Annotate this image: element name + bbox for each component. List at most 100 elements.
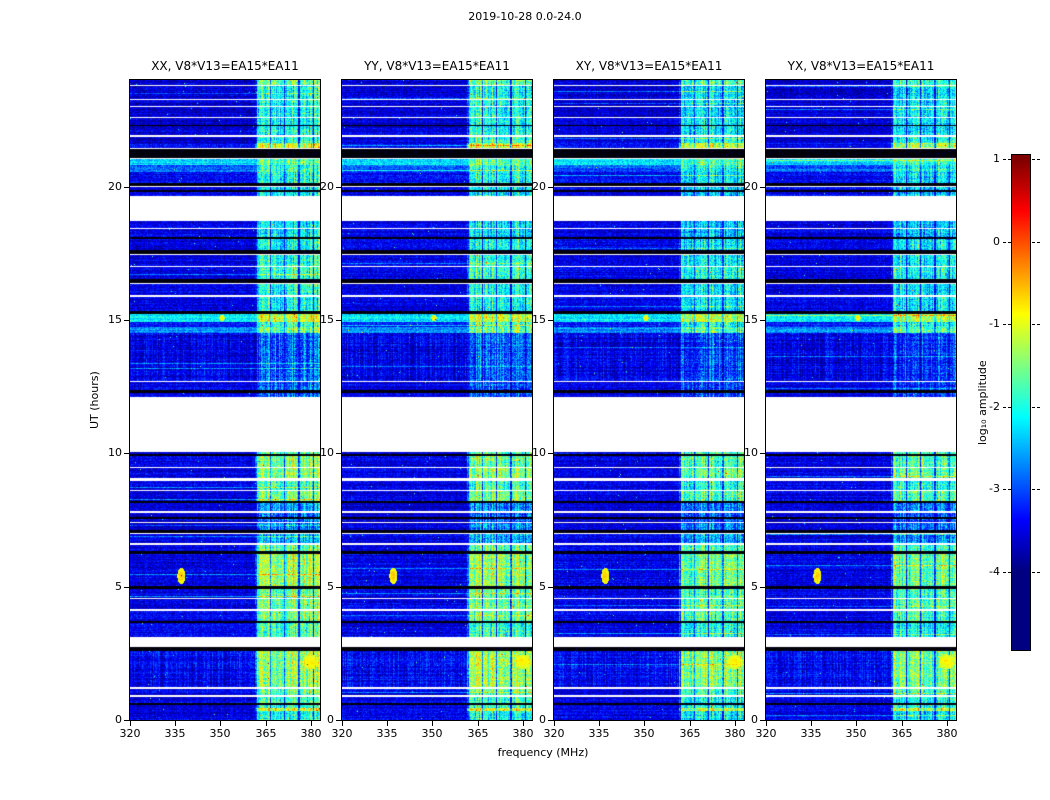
- y-tick: [336, 587, 341, 588]
- y-tick: [548, 187, 553, 188]
- y-tick: [548, 453, 553, 454]
- y-tick-label: 0: [539, 713, 546, 726]
- y-tick-label: 20: [744, 180, 758, 193]
- x-tick: [811, 721, 812, 726]
- colorbar: [1011, 154, 1031, 651]
- spectrogram-canvas: [766, 80, 956, 720]
- x-tick: [902, 721, 903, 726]
- y-tick: [124, 187, 129, 188]
- colorbar-tick: [1003, 242, 1011, 243]
- x-tick: [735, 721, 736, 726]
- x-tick-label: 350: [633, 727, 655, 740]
- y-tick-label: 15: [744, 313, 758, 326]
- colorbar-tick: [1032, 324, 1040, 325]
- colorbar-label-text: log₁₀ amplitude: [976, 360, 989, 445]
- x-tick-label: 335: [800, 727, 822, 740]
- y-tick-label: 10: [320, 446, 334, 459]
- y-tick-label: 0: [115, 713, 122, 726]
- panel-title: XY, V8*V13=EA15*EA11: [575, 59, 723, 73]
- x-tick-label: 380: [936, 727, 958, 740]
- colorbar-tick-label: 0: [993, 235, 1000, 248]
- x-tick-label: 380: [300, 727, 322, 740]
- colorbar-tick: [1003, 489, 1011, 490]
- x-tick-label: 380: [724, 727, 746, 740]
- colorbar-tick: [1003, 324, 1011, 325]
- y-tick: [548, 320, 553, 321]
- x-tick: [478, 721, 479, 726]
- colorbar-tick: [1032, 159, 1040, 160]
- colorbar-tick: [1032, 489, 1040, 490]
- x-tick-label: 320: [331, 727, 353, 740]
- y-tick-label: 10: [744, 446, 758, 459]
- panel-title: XX, V8*V13=EA15*EA11: [151, 59, 299, 73]
- x-tick: [220, 721, 221, 726]
- x-tick: [554, 721, 555, 726]
- spectrogram-panel: [765, 79, 957, 721]
- colorbar-tick: [1032, 572, 1040, 573]
- y-tick: [124, 587, 129, 588]
- y-tick: [336, 720, 341, 721]
- x-tick: [599, 721, 600, 726]
- colorbar-tick-label: 1: [993, 152, 1000, 165]
- x-tick-label: 320: [755, 727, 777, 740]
- y-axis-label: UT (hours): [88, 320, 103, 480]
- x-axis-label: frequency (MHz): [497, 746, 589, 759]
- colorbar-tick-label: -4: [989, 565, 1000, 578]
- colorbar-gradient: [1012, 155, 1030, 650]
- x-tick: [387, 721, 388, 726]
- y-tick: [760, 320, 765, 321]
- y-tick: [760, 587, 765, 588]
- y-tick: [760, 187, 765, 188]
- x-tick: [311, 721, 312, 726]
- y-tick-label: 15: [532, 313, 546, 326]
- x-tick-label: 380: [512, 727, 534, 740]
- y-tick-label: 5: [115, 580, 122, 593]
- spectrogram-panel: [129, 79, 321, 721]
- x-tick-label: 320: [119, 727, 141, 740]
- x-tick-label: 365: [255, 727, 277, 740]
- x-tick-label: 365: [679, 727, 701, 740]
- y-tick-label: 15: [320, 313, 334, 326]
- y-axis-label-text: UT (hours): [88, 371, 101, 429]
- colorbar-tick-label: -1: [989, 317, 1000, 330]
- y-tick-label: 5: [327, 580, 334, 593]
- spectrogram-panel: [553, 79, 745, 721]
- x-tick: [342, 721, 343, 726]
- y-tick-label: 0: [327, 713, 334, 726]
- y-tick-label: 5: [751, 580, 758, 593]
- colorbar-tick-label: -2: [989, 400, 1000, 413]
- y-tick-label: 5: [539, 580, 546, 593]
- y-tick: [548, 587, 553, 588]
- y-tick-label: 20: [320, 180, 334, 193]
- x-tick: [947, 721, 948, 726]
- spectrogram-canvas: [130, 80, 320, 720]
- x-tick: [130, 721, 131, 726]
- y-tick: [760, 453, 765, 454]
- y-tick: [336, 453, 341, 454]
- spectrogram-canvas: [554, 80, 744, 720]
- colorbar-tick: [1003, 572, 1011, 573]
- x-tick-label: 350: [209, 727, 231, 740]
- x-tick-label: 335: [164, 727, 186, 740]
- x-tick: [856, 721, 857, 726]
- x-tick-label: 365: [891, 727, 913, 740]
- y-tick: [124, 320, 129, 321]
- spectrogram-panel: [341, 79, 533, 721]
- colorbar-tick: [1003, 407, 1011, 408]
- x-tick: [644, 721, 645, 726]
- x-tick: [523, 721, 524, 726]
- spectrogram-canvas: [342, 80, 532, 720]
- colorbar-tick-label: -3: [989, 482, 1000, 495]
- x-tick: [432, 721, 433, 726]
- figure-title: 2019-10-28 0.0-24.0: [468, 10, 582, 23]
- x-tick-label: 350: [421, 727, 443, 740]
- colorbar-tick: [1003, 159, 1011, 160]
- x-tick: [266, 721, 267, 726]
- x-tick-label: 365: [467, 727, 489, 740]
- x-tick: [766, 721, 767, 726]
- y-tick-label: 20: [108, 180, 122, 193]
- y-tick: [124, 720, 129, 721]
- x-tick: [690, 721, 691, 726]
- y-tick: [336, 187, 341, 188]
